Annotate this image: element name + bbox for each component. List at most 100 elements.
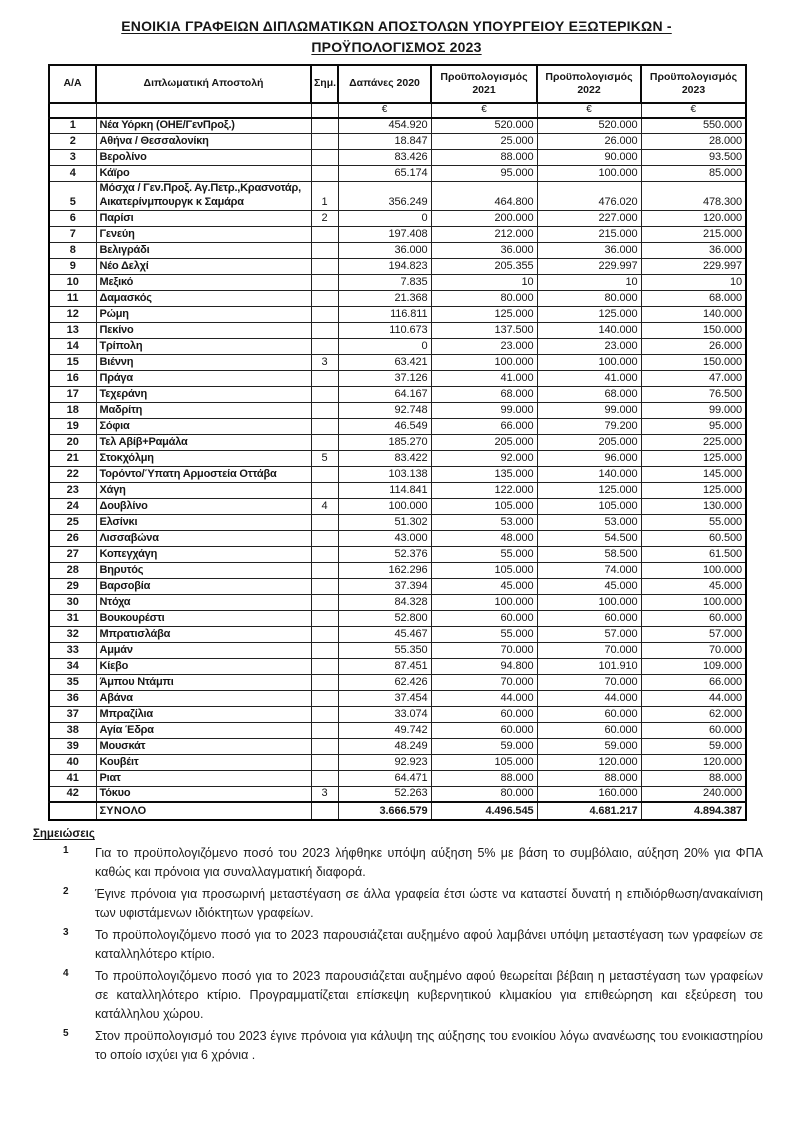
row-number: 23	[48, 481, 97, 499]
note-ref	[310, 609, 339, 627]
row-number: 14	[48, 337, 97, 355]
budget-2021: 68.000	[430, 385, 538, 403]
expenses-2020: 52.800	[337, 609, 432, 627]
expenses-2020: 162.296	[337, 561, 432, 579]
budget-2021: 88.000	[430, 149, 538, 166]
table-row: 15 Βιέννη 3 63.421 100.000 100.000 150.000	[48, 353, 747, 371]
mission-name: Τελ Αβίβ+Ραμάλα	[95, 433, 312, 451]
row-number: 35	[48, 673, 97, 691]
budget-2023: 93.500	[640, 149, 747, 166]
mission-name: Ριατ	[95, 769, 312, 787]
budget-2022: 79.200	[536, 417, 642, 435]
table-row: 37 Μπραζίλια 33.074 60.000 60.000 62.000	[48, 705, 747, 723]
expenses-2020: 48.249	[337, 737, 432, 755]
budget-2021: 44.000	[430, 689, 538, 707]
mission-name: Βερολίνο	[95, 149, 312, 166]
mission-name: Στοκχόλμη	[95, 449, 312, 467]
note-ref	[310, 149, 339, 166]
row-number: 25	[48, 513, 97, 531]
col-header-mission: Διπλωματική Αποστολή	[95, 64, 312, 104]
mission-name: Λισσαβώνα	[95, 529, 312, 547]
note-text: Το προϋπολογιζόμενο ποσό για το 2023 παρ…	[95, 969, 763, 1021]
table-row: 12 Ρώμη 116.811 125.000 125.000 140.000	[48, 305, 747, 323]
mission-name: Αθήνα / Θεσσαλονίκη	[95, 133, 312, 150]
note-ref: 3	[310, 353, 339, 371]
budget-2022: 90.000	[536, 149, 642, 166]
budget-2021: 100.000	[430, 593, 538, 611]
mission-name: Μπραζίλια	[95, 705, 312, 723]
mission-name: Αβάνα	[95, 689, 312, 707]
row-number: 15	[48, 353, 97, 371]
empty-cell	[48, 801, 97, 821]
note-ref	[310, 689, 339, 707]
budget-2022: 476.020	[536, 181, 642, 211]
budget-2022: 57.000	[536, 625, 642, 643]
mission-name: Μόσχα / Γεν.Προξ. Αγ.Πετρ.,Κρασνοτάρ, Αι…	[95, 181, 312, 211]
row-number: 10	[48, 273, 97, 291]
row-number: 11	[48, 289, 97, 307]
total-2021: 4.496.545	[430, 801, 538, 821]
note-number: 3	[63, 927, 69, 938]
budget-2021: 53.000	[430, 513, 538, 531]
col-header-budget-2021: Προϋπολογισμός 2021	[430, 64, 538, 104]
table-row: 13 Πεκίνο 110.673 137.500 140.000 150.000	[48, 321, 747, 339]
mission-name: Αμμάν	[95, 641, 312, 659]
row-number: 36	[48, 689, 97, 707]
budget-2022: 105.000	[536, 497, 642, 515]
budget-2023: 140.000	[640, 305, 747, 323]
row-number: 1	[48, 117, 97, 134]
row-number: 22	[48, 465, 97, 483]
mission-name: Παρίσι	[95, 209, 312, 227]
budget-2021: 48.000	[430, 529, 538, 547]
note-ref	[310, 337, 339, 355]
budget-2023: 550.000	[640, 117, 747, 134]
expenses-2020: 49.742	[337, 721, 432, 739]
note-ref	[310, 529, 339, 547]
budget-2022: 44.000	[536, 689, 642, 707]
mission-name: Ελσίνκι	[95, 513, 312, 531]
mission-name: Χάγη	[95, 481, 312, 499]
table-row: 2 Αθήνα / Θεσσαλονίκη 18.847 25.000 26.000 28…	[48, 133, 747, 150]
note-item: 1 Για το προϋπολογιζόμενο ποσό του 2023 λ…	[33, 844, 763, 882]
budget-2023: 100.000	[640, 593, 747, 611]
mission-name: Αγία Έδρα	[95, 721, 312, 739]
budget-2021: 55.000	[430, 545, 538, 563]
expenses-2020: 36.000	[337, 241, 432, 259]
expenses-2020: 21.368	[337, 289, 432, 307]
budget-2023: 10	[640, 273, 747, 291]
budget-2022: 140.000	[536, 465, 642, 483]
note-ref	[310, 321, 339, 339]
note-item: 5 Στον προϋπολογισμό του 2023 έγινε πρόνο…	[33, 1027, 763, 1065]
table-row: 18 Μαδρίτη 92.748 99.000 99.000 99.000	[48, 401, 747, 419]
row-number: 8	[48, 241, 97, 259]
title-line-1: ΕΝΟΙΚΙΑ ΓΡΑΦΕΙΩΝ ΔΙΠΛΩΜΑΤΙΚΩΝ ΑΠΟΣΤΟΛΩΝ …	[121, 18, 672, 34]
note-ref	[310, 737, 339, 755]
row-number: 42	[48, 785, 97, 803]
budget-2023: 95.000	[640, 417, 747, 435]
mission-name: Ρώμη	[95, 305, 312, 323]
budget-2021: 41.000	[430, 369, 538, 387]
mission-name: Βηρυτός	[95, 561, 312, 579]
note-ref	[310, 705, 339, 723]
budget-2021: 105.000	[430, 497, 538, 515]
budget-2021: 122.000	[430, 481, 538, 499]
currency-symbol: €	[337, 102, 432, 119]
row-number: 29	[48, 577, 97, 595]
budget-2023: 85.000	[640, 165, 747, 182]
note-ref	[310, 545, 339, 563]
mission-name: Κουβέιτ	[95, 753, 312, 771]
budget-2022: 160.000	[536, 785, 642, 803]
total-2022: 4.681.217	[536, 801, 642, 821]
budget-2022: 99.000	[536, 401, 642, 419]
note-text: Έγινε πρόνοια για προσωρινή μεταστέγαση …	[95, 887, 763, 920]
expenses-2020: 52.263	[337, 785, 432, 803]
budget-2022: 96.000	[536, 449, 642, 467]
note-ref	[310, 257, 339, 275]
budget-2023: 88.000	[640, 769, 747, 787]
budget-2021: 60.000	[430, 609, 538, 627]
note-number: 1	[63, 845, 69, 856]
budget-2021: 137.500	[430, 321, 538, 339]
expenses-2020: 46.549	[337, 417, 432, 435]
budget-2021: 80.000	[430, 785, 538, 803]
table-row: 25 Ελσίνκι 51.302 53.000 53.000 55.000	[48, 513, 747, 531]
